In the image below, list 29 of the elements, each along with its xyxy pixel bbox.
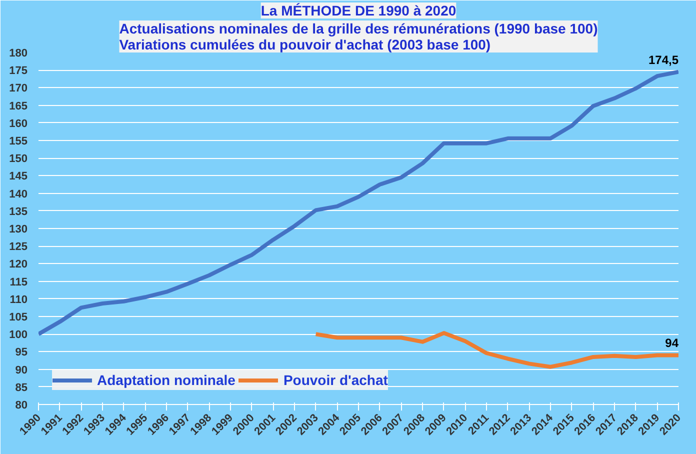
y-tick-label: 120 — [9, 258, 28, 271]
y-tick-label: 175 — [9, 65, 28, 78]
legend-label: Pouvoir d'achat — [283, 372, 388, 388]
y-tick-label: 135 — [9, 206, 28, 218]
y-tick-label: 85 — [15, 382, 28, 394]
y-tick-label: 130 — [9, 224, 28, 236]
y-tick-label: 110 — [10, 294, 28, 306]
y-tick-label: 105 — [9, 312, 28, 324]
y-tick-label: 180 — [9, 48, 28, 60]
y-tick-label: 170 — [9, 82, 28, 95]
y-tick-label: 165 — [9, 100, 28, 112]
y-tick-label: 115 — [10, 276, 28, 288]
y-tick-label: 80 — [15, 400, 28, 412]
data-label: 174,5 — [648, 52, 679, 67]
line-series — [38, 70, 678, 336]
data-label: 94 — [665, 336, 679, 350]
y-tick-label: 95 — [15, 346, 28, 359]
y-tick-label: 125 — [9, 241, 28, 254]
y-tick-label: 145 — [9, 170, 28, 183]
chart-title: La MÉTHODE DE 1990 à 2020 — [260, 2, 456, 18]
y-tick-label: 140 — [9, 188, 28, 200]
chart-subtitle: Actualisations nominales de la grille des rémunérations (1990 base 100) Variations cumulées du pouvoir d'achat (2003 base 100) — [119, 20, 598, 52]
y-tick-label: 150 — [9, 153, 28, 166]
y-tick-label: 90 — [15, 364, 28, 376]
y-tick-label: 160 — [9, 118, 28, 130]
legend-label: Adaptation nominale — [97, 372, 236, 388]
y-tick-label: 100 — [9, 329, 28, 342]
line-series — [314, 331, 678, 369]
y-tick-label: 155 — [9, 136, 28, 148]
